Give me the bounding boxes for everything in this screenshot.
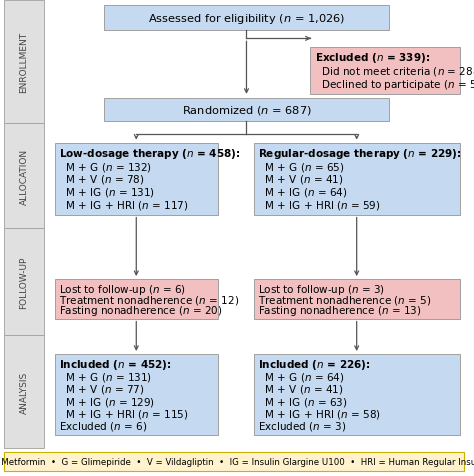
Text: Did not meet criteria ($n$ = 288): Did not meet criteria ($n$ = 288) bbox=[315, 65, 474, 78]
FancyBboxPatch shape bbox=[104, 99, 389, 121]
Text: Treatment nonadherence ($n$ = 5): Treatment nonadherence ($n$ = 5) bbox=[258, 293, 432, 306]
Text: M + IG ($n$ = 129): M + IG ($n$ = 129) bbox=[59, 395, 155, 407]
Text: Excluded ($n$ = 339):: Excluded ($n$ = 339): bbox=[315, 51, 430, 65]
FancyBboxPatch shape bbox=[310, 48, 460, 95]
Text: Assessed for eligibility ($n$ = 1,026): Assessed for eligibility ($n$ = 1,026) bbox=[148, 11, 345, 26]
Text: M + IG ($n$ = 131): M + IG ($n$ = 131) bbox=[59, 186, 155, 198]
FancyBboxPatch shape bbox=[104, 6, 389, 31]
Text: Declined to participate ($n$ = 51): Declined to participate ($n$ = 51) bbox=[315, 78, 474, 92]
Text: M = Metformin  •  G = Glimepiride  •  V = Vildagliptin  •  IG = Insulin Glargine: M = Metformin • G = Glimepiride • V = Vi… bbox=[0, 457, 474, 466]
Text: M + IG + HRI ($n$ = 58): M + IG + HRI ($n$ = 58) bbox=[258, 407, 381, 420]
FancyBboxPatch shape bbox=[55, 355, 218, 436]
Text: Lost to follow-up ($n$ = 6): Lost to follow-up ($n$ = 6) bbox=[59, 282, 186, 296]
Text: M + V ($n$ = 41): M + V ($n$ = 41) bbox=[258, 383, 344, 396]
FancyBboxPatch shape bbox=[55, 280, 218, 319]
Text: ENROLLMENT: ENROLLMENT bbox=[19, 32, 28, 93]
Text: M + V ($n$ = 78): M + V ($n$ = 78) bbox=[59, 173, 145, 186]
Text: M + G ($n$ = 64): M + G ($n$ = 64) bbox=[258, 370, 345, 383]
Text: M + V ($n$ = 77): M + V ($n$ = 77) bbox=[59, 383, 145, 396]
Text: Randomized ($n$ = 687): Randomized ($n$ = 687) bbox=[182, 103, 311, 117]
Text: FOLLOW-UP: FOLLOW-UP bbox=[19, 256, 28, 308]
Text: M + G ($n$ = 65): M + G ($n$ = 65) bbox=[258, 160, 345, 173]
FancyBboxPatch shape bbox=[4, 336, 44, 448]
Text: M + IG ($n$ = 64): M + IG ($n$ = 64) bbox=[258, 186, 348, 198]
Text: ANALYSIS: ANALYSIS bbox=[19, 371, 28, 413]
FancyBboxPatch shape bbox=[4, 124, 44, 228]
FancyBboxPatch shape bbox=[55, 144, 218, 215]
Text: M + V ($n$ = 41): M + V ($n$ = 41) bbox=[258, 173, 344, 186]
FancyBboxPatch shape bbox=[254, 144, 460, 215]
Text: M + G ($n$ = 132): M + G ($n$ = 132) bbox=[59, 160, 152, 173]
Text: Included ($n$ = 452):: Included ($n$ = 452): bbox=[59, 357, 172, 372]
Text: Included ($n$ = 226):: Included ($n$ = 226): bbox=[258, 357, 371, 372]
Text: M + IG + HRI ($n$ = 59): M + IG + HRI ($n$ = 59) bbox=[258, 198, 381, 211]
FancyBboxPatch shape bbox=[254, 280, 460, 319]
Text: M + IG + HRI ($n$ = 117): M + IG + HRI ($n$ = 117) bbox=[59, 198, 189, 211]
FancyBboxPatch shape bbox=[4, 228, 44, 336]
Text: Lost to follow-up ($n$ = 3): Lost to follow-up ($n$ = 3) bbox=[258, 282, 385, 296]
Text: Regular-dosage therapy ($n$ = 229):: Regular-dosage therapy ($n$ = 229): bbox=[258, 147, 462, 161]
Text: ALLOCATION: ALLOCATION bbox=[19, 148, 28, 204]
Text: Fasting nonadherence ($n$ = 13): Fasting nonadherence ($n$ = 13) bbox=[258, 303, 422, 317]
FancyBboxPatch shape bbox=[254, 355, 460, 436]
FancyBboxPatch shape bbox=[4, 452, 464, 471]
Text: Excluded ($n$ = 6): Excluded ($n$ = 6) bbox=[59, 419, 147, 432]
Text: Excluded ($n$ = 3): Excluded ($n$ = 3) bbox=[258, 419, 346, 432]
Text: M + G ($n$ = 131): M + G ($n$ = 131) bbox=[59, 370, 152, 383]
Text: M + IG + HRI ($n$ = 115): M + IG + HRI ($n$ = 115) bbox=[59, 407, 189, 420]
FancyBboxPatch shape bbox=[4, 1, 44, 124]
Text: Low-dosage therapy ($n$ = 458):: Low-dosage therapy ($n$ = 458): bbox=[59, 147, 241, 161]
Text: Treatment nonadherence ($n$ = 12): Treatment nonadherence ($n$ = 12) bbox=[59, 293, 239, 306]
Text: M + IG ($n$ = 63): M + IG ($n$ = 63) bbox=[258, 395, 348, 407]
Text: Fasting nonadherence ($n$ = 20): Fasting nonadherence ($n$ = 20) bbox=[59, 303, 223, 317]
